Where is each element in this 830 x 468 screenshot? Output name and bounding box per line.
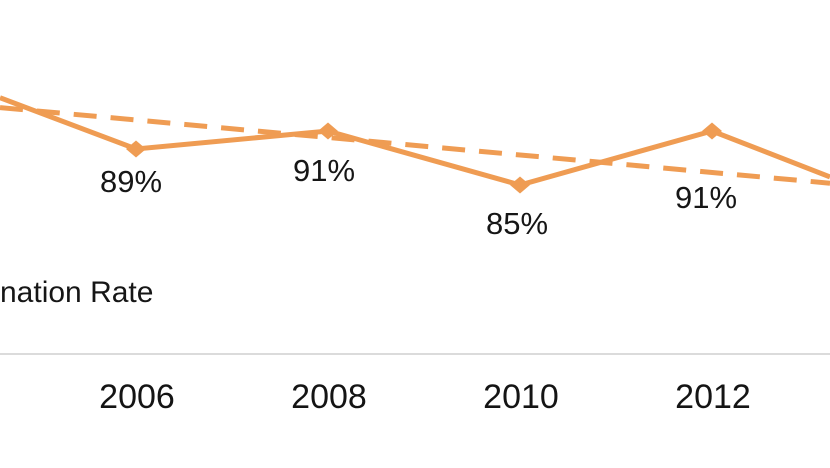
x-tick-2012: 2012 <box>675 378 751 416</box>
diamond-marker <box>126 140 146 158</box>
data-label-2012: 91% <box>674 180 738 215</box>
data-label-2008: 91% <box>292 153 356 188</box>
diamond-marker <box>510 176 530 194</box>
data-label-2010: 85% <box>485 206 549 241</box>
x-tick-2008: 2008 <box>291 378 367 416</box>
series-line <box>0 95 830 188</box>
data-label-2006: 89% <box>99 164 163 199</box>
legend-label-clipped: nation Rate <box>0 276 154 309</box>
diamond-marker <box>318 122 338 140</box>
x-axis-line <box>0 353 830 355</box>
diamond-marker <box>702 122 722 140</box>
x-tick-2006: 2006 <box>99 378 175 416</box>
x-tick-2010: 2010 <box>483 378 559 416</box>
trendline <box>0 105 830 186</box>
plot-area <box>0 95 830 194</box>
